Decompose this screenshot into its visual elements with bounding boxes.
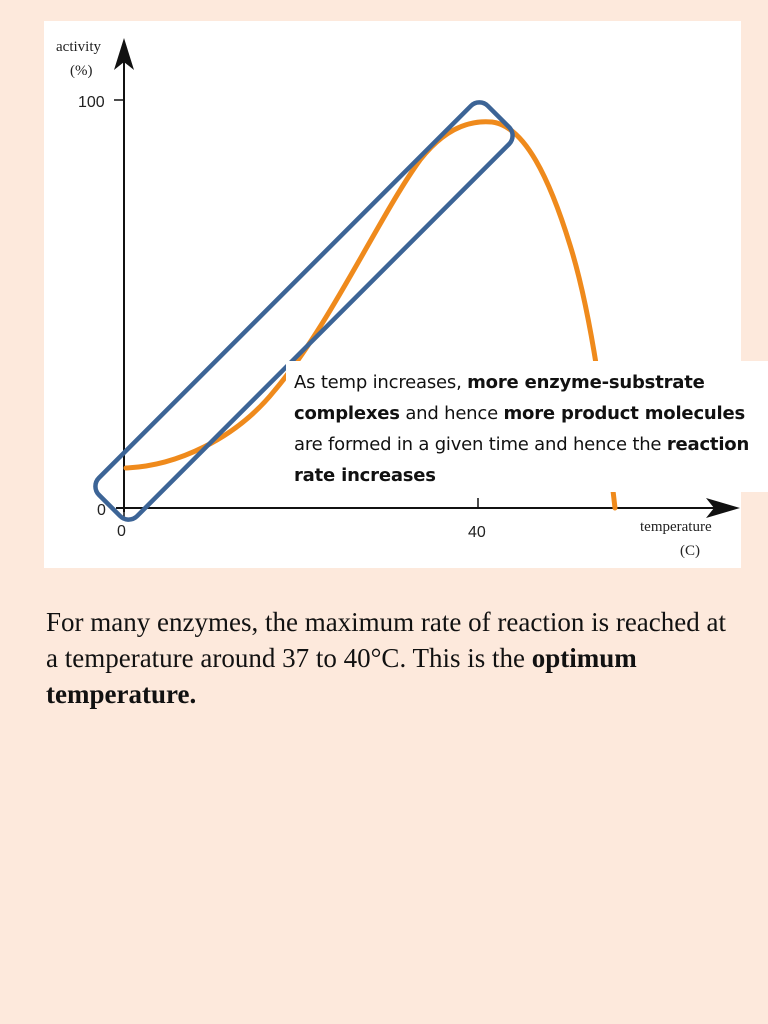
x-axis-arrow-icon bbox=[706, 498, 740, 518]
y-axis-unit: (%) bbox=[70, 63, 93, 79]
x-axis-unit: (C) bbox=[680, 543, 700, 559]
explanation-text: For many enzymes, the maximum rate of re… bbox=[46, 607, 726, 673]
x-tick-label-0: 0 bbox=[117, 523, 126, 540]
x-axis-label: temperature bbox=[640, 519, 712, 535]
callout-text-3: are formed in a given time and hence the bbox=[294, 434, 667, 455]
callout-box: As temp increases, more enzyme-substrate… bbox=[286, 361, 768, 492]
highlight-box bbox=[93, 100, 515, 522]
y-axis-arrow-icon bbox=[114, 38, 134, 70]
activity-curve bbox=[123, 119, 618, 511]
x-tick-label-40: 40 bbox=[468, 524, 486, 541]
callout-bold-3: reaction rate increases bbox=[294, 434, 750, 486]
callout-bold-2: more product molecules bbox=[503, 403, 746, 424]
callout-text: As temp increases, bbox=[294, 372, 468, 393]
y-axis-label: activity bbox=[56, 39, 101, 55]
callout-bold-1: more enzyme-substrate complexes bbox=[294, 372, 705, 424]
explanation-paragraph: For many enzymes, the maximum rate of re… bbox=[46, 604, 736, 712]
y-tick-label-0: 0 bbox=[97, 502, 106, 519]
callout-text-2: and hence bbox=[399, 403, 504, 424]
y-tick-label-100: 100 bbox=[78, 94, 105, 111]
optimum-temperature-term: optimum temperature. bbox=[46, 643, 637, 709]
